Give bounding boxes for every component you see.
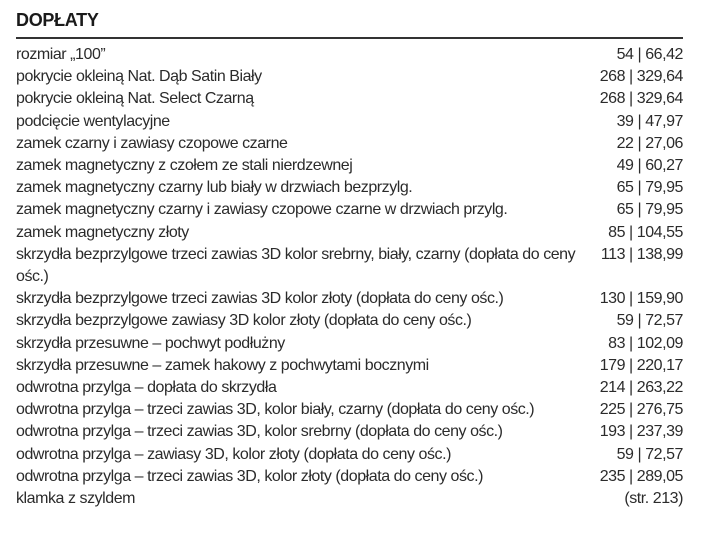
item-price: 113 | 138,99 <box>600 245 684 263</box>
item-label: rozmiar „100” <box>16 46 106 63</box>
item-label: zamek magnetyczny z czołem ze stali nier… <box>16 157 353 175</box>
item-label: zamek czarny i zawiasy czopowe czarne <box>16 134 288 152</box>
item-label: klamka z szyldem <box>16 490 136 508</box>
list-item: skrzydła bezprzylgowe zawiasy 3D kolor z… <box>16 310 683 332</box>
item-price: 83 | 102,09 <box>608 334 683 352</box>
item-price: 65 | 79,95 <box>616 179 684 197</box>
list-item: skrzydła bezprzylgowe trzeci zawias 3D k… <box>16 244 683 288</box>
list-item: pokrycie okleiną Nat. Select Czarną 268 |… <box>16 88 683 110</box>
item-label: odwrotna przylga – trzeci zawias 3D, kol… <box>16 423 503 441</box>
item-price: 130 | 159,90 <box>599 290 684 308</box>
item-label: odwrotna przylga – trzeci zawias 3D, kol… <box>16 467 483 485</box>
item-price: 214 | 263,22 <box>599 379 684 397</box>
item-price: 179 | 220,17 <box>599 356 684 374</box>
list-item: zamek czarny i zawiasy czopowe czarne 22 … <box>16 133 683 155</box>
list-item: odwrotna przylga – dopłata do skrzydła 21… <box>16 377 683 399</box>
item-price: 225 | 276,75 <box>599 401 684 419</box>
item-label: zamek magnetyczny czarny i zawiasy czopo… <box>16 201 508 219</box>
list-item: skrzydła bezprzylgowe trzeci zawias 3D k… <box>16 288 683 310</box>
item-label: skrzydła bezprzylgowe zawiasy 3D kolor z… <box>16 312 472 330</box>
item-label: odwrotna przylga – zawiasy 3D, kolor zło… <box>16 445 451 463</box>
item-price: 59 | 72,57 <box>616 445 684 463</box>
list-item: odwrotna przylga – trzeci zawias 3D, kol… <box>16 399 683 421</box>
item-label: pokrycie okleiną Nat. Select Czarną <box>16 90 254 108</box>
item-price: 22 | 27,06 <box>616 134 684 152</box>
list-item: zamek magnetyczny czarny lub biały w drz… <box>16 177 683 199</box>
item-label: skrzydła bezprzylgowe trzeci zawias 3D k… <box>16 290 504 308</box>
item-price: 235 | 289,05 <box>599 467 684 485</box>
item-price: 268 | 329,64 <box>599 90 684 108</box>
section-title: DOPŁATY <box>16 10 99 30</box>
list-item: rozmiar „100” 54 | 66,42 <box>16 44 683 66</box>
list-item: zamek magnetyczny czarny i zawiasy czopo… <box>16 199 683 221</box>
list-item: skrzydła przesuwne – pochwyt podłużny 83 … <box>16 333 683 355</box>
item-price: 193 | 237,39 <box>599 423 684 441</box>
title-divider <box>16 37 683 39</box>
list-item: odwrotna przylga – trzeci zawias 3D, kol… <box>16 466 683 488</box>
item-label: odwrotna przylga – trzeci zawias 3D, kol… <box>16 401 535 419</box>
item-label: odwrotna przylga – dopłata do skrzydła <box>16 379 277 397</box>
item-label: zamek magnetyczny czarny lub biały w drz… <box>16 179 413 197</box>
item-price: 65 | 79,95 <box>616 201 684 219</box>
item-label: skrzydła przesuwne – pochwyt podłużny <box>16 334 285 352</box>
item-price: 268 | 329,64 <box>599 68 684 86</box>
list-item: zamek magnetyczny z czołem ze stali nier… <box>16 155 683 177</box>
list-item: odwrotna przylga – zawiasy 3D, kolor zło… <box>16 444 683 466</box>
item-label: podcięcie wentylacyjne <box>16 112 170 130</box>
item-price: 59 | 72,57 <box>616 312 684 330</box>
item-price: 39 | 47,97 <box>616 112 684 130</box>
item-price: 49 | 60,27 <box>616 157 684 175</box>
item-price: (str. 213) <box>624 490 683 508</box>
list-item: podcięcie wentylacyjne 39 | 47,97 <box>16 111 683 133</box>
item-label: zamek magnetyczny złoty <box>16 223 189 241</box>
item-price: 85 | 104,55 <box>608 223 683 241</box>
list-item: odwrotna przylga – trzeci zawias 3D, kol… <box>16 421 683 443</box>
list-item: zamek magnetyczny złoty 85 | 104,55 <box>16 222 683 244</box>
list-item: pokrycie okleiną Nat. Dąb Satin Biały 268… <box>16 66 683 88</box>
list-item: klamka z szyldem (str. 213) <box>16 488 683 510</box>
item-label: skrzydła przesuwne – zamek hakowy z poch… <box>16 356 429 374</box>
list-item: skrzydła przesuwne – zamek hakowy z poch… <box>16 355 683 377</box>
item-price: 54 | 66,42 <box>616 46 684 63</box>
item-label: pokrycie okleiną Nat. Dąb Satin Biały <box>16 68 262 86</box>
item-label: skrzydła bezprzylgowe trzeci zawias 3D k… <box>16 245 576 286</box>
surcharge-list: rozmiar „100” 54 | 66,42 pokrycie okleiną … <box>16 44 683 510</box>
